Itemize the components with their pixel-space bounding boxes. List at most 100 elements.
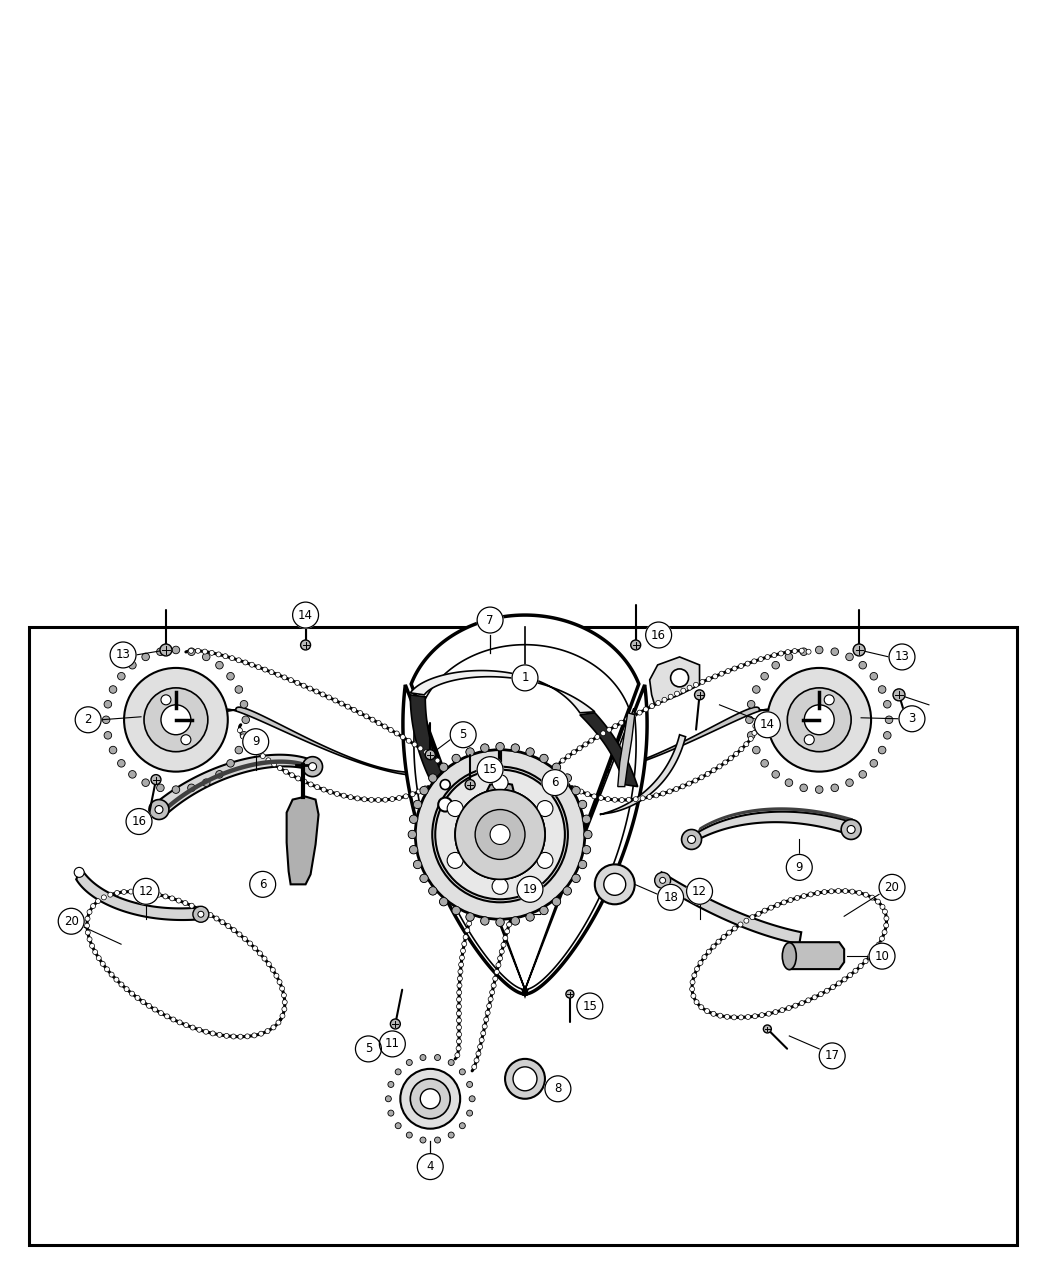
Text: 14: 14 <box>298 608 313 621</box>
Circle shape <box>356 1037 381 1062</box>
Circle shape <box>457 1025 462 1030</box>
Circle shape <box>390 797 395 802</box>
Circle shape <box>217 1033 223 1038</box>
Circle shape <box>870 672 878 680</box>
Circle shape <box>480 815 520 854</box>
Circle shape <box>743 918 749 923</box>
Circle shape <box>671 669 689 687</box>
Circle shape <box>511 917 520 926</box>
Circle shape <box>428 774 437 783</box>
Circle shape <box>403 794 408 799</box>
Polygon shape <box>224 708 442 775</box>
Circle shape <box>135 889 141 894</box>
Circle shape <box>477 607 503 632</box>
Circle shape <box>496 918 504 927</box>
Circle shape <box>563 886 571 895</box>
Circle shape <box>189 649 193 653</box>
Circle shape <box>333 697 338 703</box>
Circle shape <box>236 658 242 663</box>
Circle shape <box>476 810 525 859</box>
Circle shape <box>495 969 500 974</box>
Circle shape <box>255 750 260 754</box>
Circle shape <box>188 648 195 655</box>
Circle shape <box>457 1003 461 1009</box>
Circle shape <box>579 801 587 808</box>
Circle shape <box>124 668 228 771</box>
Circle shape <box>267 961 271 966</box>
Circle shape <box>296 776 300 782</box>
Circle shape <box>309 782 313 787</box>
Circle shape <box>369 797 374 802</box>
Circle shape <box>484 1017 488 1023</box>
Circle shape <box>231 1034 236 1039</box>
Circle shape <box>466 748 474 756</box>
Circle shape <box>400 1068 460 1128</box>
Circle shape <box>435 1054 441 1061</box>
Polygon shape <box>411 671 594 713</box>
Circle shape <box>189 903 194 908</box>
Circle shape <box>660 790 666 796</box>
Circle shape <box>420 1054 426 1061</box>
Circle shape <box>729 756 733 761</box>
Circle shape <box>196 1028 202 1033</box>
Circle shape <box>435 1137 441 1142</box>
Circle shape <box>435 759 440 762</box>
Circle shape <box>428 774 437 782</box>
Circle shape <box>739 747 743 752</box>
Circle shape <box>429 754 435 759</box>
Circle shape <box>395 731 399 736</box>
Circle shape <box>738 1015 743 1020</box>
Circle shape <box>118 760 125 768</box>
Text: 15: 15 <box>483 764 498 776</box>
Circle shape <box>607 727 612 732</box>
Circle shape <box>490 825 510 844</box>
Circle shape <box>883 732 891 739</box>
Circle shape <box>785 649 791 654</box>
Circle shape <box>159 1011 164 1016</box>
Circle shape <box>245 1034 250 1039</box>
Circle shape <box>601 731 606 736</box>
Circle shape <box>766 1011 771 1016</box>
Circle shape <box>847 825 855 834</box>
Text: 9: 9 <box>252 736 259 748</box>
Circle shape <box>769 905 774 910</box>
Circle shape <box>477 756 503 783</box>
Circle shape <box>457 1017 461 1023</box>
Circle shape <box>242 717 250 724</box>
Circle shape <box>428 887 437 895</box>
Circle shape <box>110 643 136 668</box>
Circle shape <box>266 757 271 762</box>
Circle shape <box>171 1017 175 1023</box>
Circle shape <box>801 894 806 899</box>
Circle shape <box>768 668 871 771</box>
Circle shape <box>594 864 634 904</box>
Circle shape <box>466 913 474 921</box>
Circle shape <box>289 677 293 682</box>
Circle shape <box>589 738 594 743</box>
Circle shape <box>492 775 508 790</box>
Bar <box>29 627 1016 1246</box>
Circle shape <box>688 835 695 844</box>
Circle shape <box>699 775 705 780</box>
Circle shape <box>277 979 282 984</box>
Circle shape <box>488 997 493 1002</box>
Circle shape <box>853 968 858 973</box>
Text: 5: 5 <box>460 728 467 741</box>
Circle shape <box>216 652 222 657</box>
Circle shape <box>804 705 834 734</box>
Circle shape <box>210 1031 215 1035</box>
Text: 3: 3 <box>908 713 916 725</box>
Circle shape <box>411 1079 450 1118</box>
Circle shape <box>141 1000 146 1005</box>
Circle shape <box>391 1019 400 1029</box>
Circle shape <box>295 681 300 686</box>
Text: 12: 12 <box>692 885 707 898</box>
Circle shape <box>640 796 645 801</box>
Circle shape <box>250 745 255 750</box>
Circle shape <box>459 1123 465 1128</box>
Circle shape <box>734 751 739 756</box>
Circle shape <box>711 1011 716 1016</box>
Circle shape <box>181 734 191 745</box>
Circle shape <box>816 785 823 793</box>
Circle shape <box>410 815 418 824</box>
